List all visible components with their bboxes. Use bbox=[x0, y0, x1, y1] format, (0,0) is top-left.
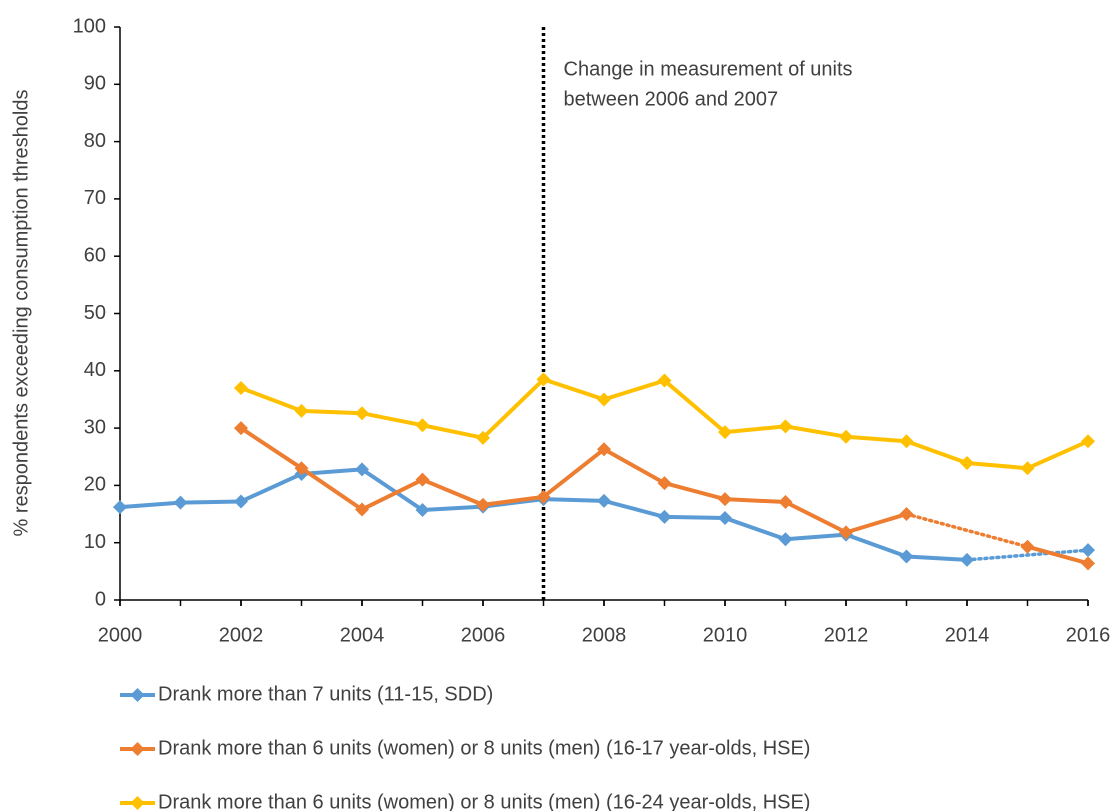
marker bbox=[899, 507, 914, 522]
legend-marker bbox=[130, 796, 145, 810]
marker bbox=[234, 421, 248, 436]
x-tick-label: 2016 bbox=[1066, 624, 1111, 646]
marker bbox=[899, 549, 914, 564]
y-tick-label: 70 bbox=[84, 187, 106, 209]
x-tick-label: 2010 bbox=[703, 624, 748, 646]
x-tick-label: 2000 bbox=[98, 624, 143, 646]
y-tick-label: 50 bbox=[84, 302, 106, 324]
marker bbox=[1020, 539, 1035, 554]
marker bbox=[657, 373, 672, 388]
marker bbox=[294, 403, 309, 418]
annotation-text: Change in measurement of units bbox=[564, 58, 853, 80]
legend-marker bbox=[130, 688, 145, 702]
y-tick-label: 60 bbox=[84, 244, 106, 266]
marker bbox=[415, 418, 430, 433]
marker bbox=[778, 495, 793, 510]
y-tick-label: 90 bbox=[84, 73, 106, 95]
marker bbox=[718, 511, 732, 526]
series-line bbox=[239, 426, 908, 535]
marker bbox=[839, 429, 853, 444]
marker bbox=[1020, 461, 1035, 476]
marker bbox=[294, 461, 309, 476]
marker bbox=[415, 472, 430, 487]
y-axis-label: % respondents exceeding consumption thre… bbox=[10, 90, 32, 537]
marker bbox=[355, 502, 369, 517]
gap-connector bbox=[904, 512, 1030, 549]
marker bbox=[1081, 434, 1095, 449]
marker bbox=[355, 462, 369, 477]
y-tick-label: 30 bbox=[84, 416, 106, 438]
y-tick-label: 100 bbox=[73, 15, 106, 37]
series-line bbox=[1026, 544, 1089, 566]
y-tick-label: 10 bbox=[84, 531, 106, 553]
marker bbox=[234, 494, 248, 509]
x-tick-label: 2014 bbox=[945, 624, 990, 646]
legend-marker bbox=[130, 742, 145, 756]
marker bbox=[536, 489, 551, 504]
x-tick-label: 2012 bbox=[824, 624, 869, 646]
gap-connector bbox=[965, 548, 1090, 562]
marker bbox=[476, 430, 490, 445]
marker bbox=[778, 532, 793, 547]
y-tick-label: 80 bbox=[84, 130, 106, 152]
marker bbox=[657, 476, 672, 491]
marker bbox=[113, 500, 127, 515]
marker bbox=[355, 406, 369, 421]
series-line bbox=[240, 377, 1089, 471]
x-tick-label: 2008 bbox=[582, 624, 627, 646]
x-tick-label: 2006 bbox=[461, 624, 506, 646]
marker bbox=[415, 503, 430, 518]
marker bbox=[960, 456, 974, 471]
marker bbox=[718, 425, 732, 440]
x-tick-label: 2002 bbox=[219, 624, 264, 646]
marker bbox=[597, 442, 611, 457]
marker bbox=[597, 392, 611, 407]
y-tick-label: 0 bbox=[95, 588, 106, 610]
legend-label: Drank more than 6 units (women) or 8 uni… bbox=[158, 737, 810, 759]
marker bbox=[597, 493, 611, 508]
legend-label: Drank more than 6 units (women) or 8 uni… bbox=[158, 791, 810, 811]
marker bbox=[536, 372, 551, 387]
y-tick-label: 20 bbox=[84, 474, 106, 496]
x-tick-label: 2004 bbox=[340, 624, 385, 646]
legend-label: Drank more than 7 units (11-15, SDD) bbox=[158, 683, 493, 705]
marker bbox=[778, 419, 793, 434]
marker bbox=[657, 509, 672, 524]
marker bbox=[476, 497, 490, 512]
marker bbox=[960, 552, 974, 567]
marker bbox=[839, 525, 853, 540]
marker bbox=[1081, 543, 1095, 558]
annotation-text: between 2006 and 2007 bbox=[564, 88, 779, 110]
marker bbox=[173, 495, 188, 510]
marker bbox=[234, 380, 248, 395]
marker bbox=[1081, 556, 1095, 571]
marker bbox=[718, 492, 732, 507]
y-tick-label: 40 bbox=[84, 359, 106, 381]
marker bbox=[899, 434, 914, 449]
